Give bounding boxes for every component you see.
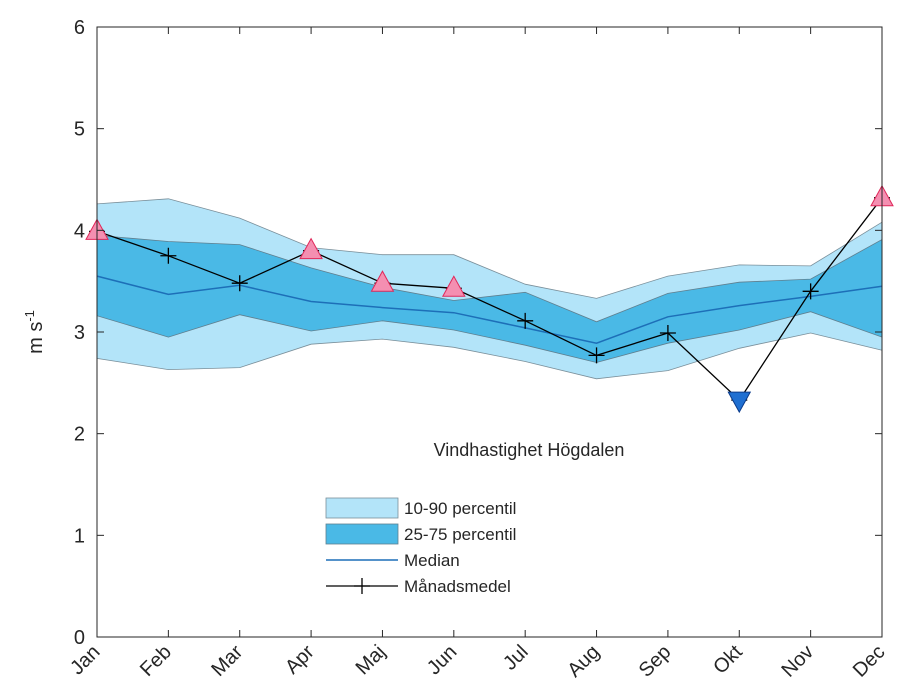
monthly-mean-series-line	[96, 197, 883, 402]
median-line	[96, 275, 883, 344]
x-tick-label: Mar	[207, 641, 247, 681]
x-tick-label: Jul	[499, 641, 533, 675]
monthly-mean-point	[517, 312, 534, 329]
legend-swatch-mean-marker	[354, 578, 370, 594]
x-tick-label: Dec	[849, 641, 890, 682]
legend-label: 10-90 percentil	[404, 499, 516, 518]
y-tick-label: 4	[74, 220, 85, 242]
legend-label: 25-75 percentil	[404, 525, 516, 544]
y-axis-label-exponent: -1	[22, 310, 37, 322]
low-value-marker	[727, 391, 752, 414]
high-value-marker	[370, 270, 395, 292]
monthly-mean-point	[231, 275, 248, 292]
y-axis-label: m s-1	[22, 310, 47, 354]
y-axis-label-unit: m s	[25, 322, 47, 354]
y-tick-label: 6	[74, 17, 85, 39]
x-tick-label: Feb	[136, 641, 176, 681]
y-tick-label: 5	[74, 119, 85, 141]
x-tick-label: Maj	[352, 641, 390, 679]
x-tick-label: Jun	[423, 641, 461, 679]
legend-label: Median	[404, 551, 460, 570]
chart-title: Vindhastighet Högdalen	[434, 440, 625, 460]
median-series-line	[96, 275, 883, 344]
y-tick-label: 3	[74, 322, 85, 344]
monthly-mean-point	[160, 247, 177, 264]
y-tick-label: 2	[74, 424, 85, 446]
x-tick-label: Sep	[635, 641, 676, 682]
y-tick-label: 1	[74, 525, 85, 547]
high-value-marker	[441, 275, 466, 297]
legend: 10-90 percentil 25-75 percentil Median Måna…	[325, 497, 516, 596]
x-tick-label: Jan	[66, 641, 104, 679]
monthly-mean-point	[802, 283, 819, 300]
legend-label: Månadsmedel	[404, 577, 511, 596]
monthly-mean-point	[588, 347, 605, 364]
y-tick-label: 0	[74, 627, 85, 649]
x-tick-label: Aug	[563, 641, 604, 682]
high-value-marker	[299, 237, 323, 260]
x-tick-label: Okt	[709, 641, 747, 679]
y-axis: 0 1 2 3 4 5 6	[74, 17, 882, 649]
monthly-mean-point	[659, 325, 676, 342]
legend-swatch-25-75	[325, 523, 399, 545]
legend-swatch-10-90	[325, 497, 399, 519]
x-tick-label: Apr	[281, 641, 319, 679]
x-tick-label: Nov	[777, 641, 818, 682]
